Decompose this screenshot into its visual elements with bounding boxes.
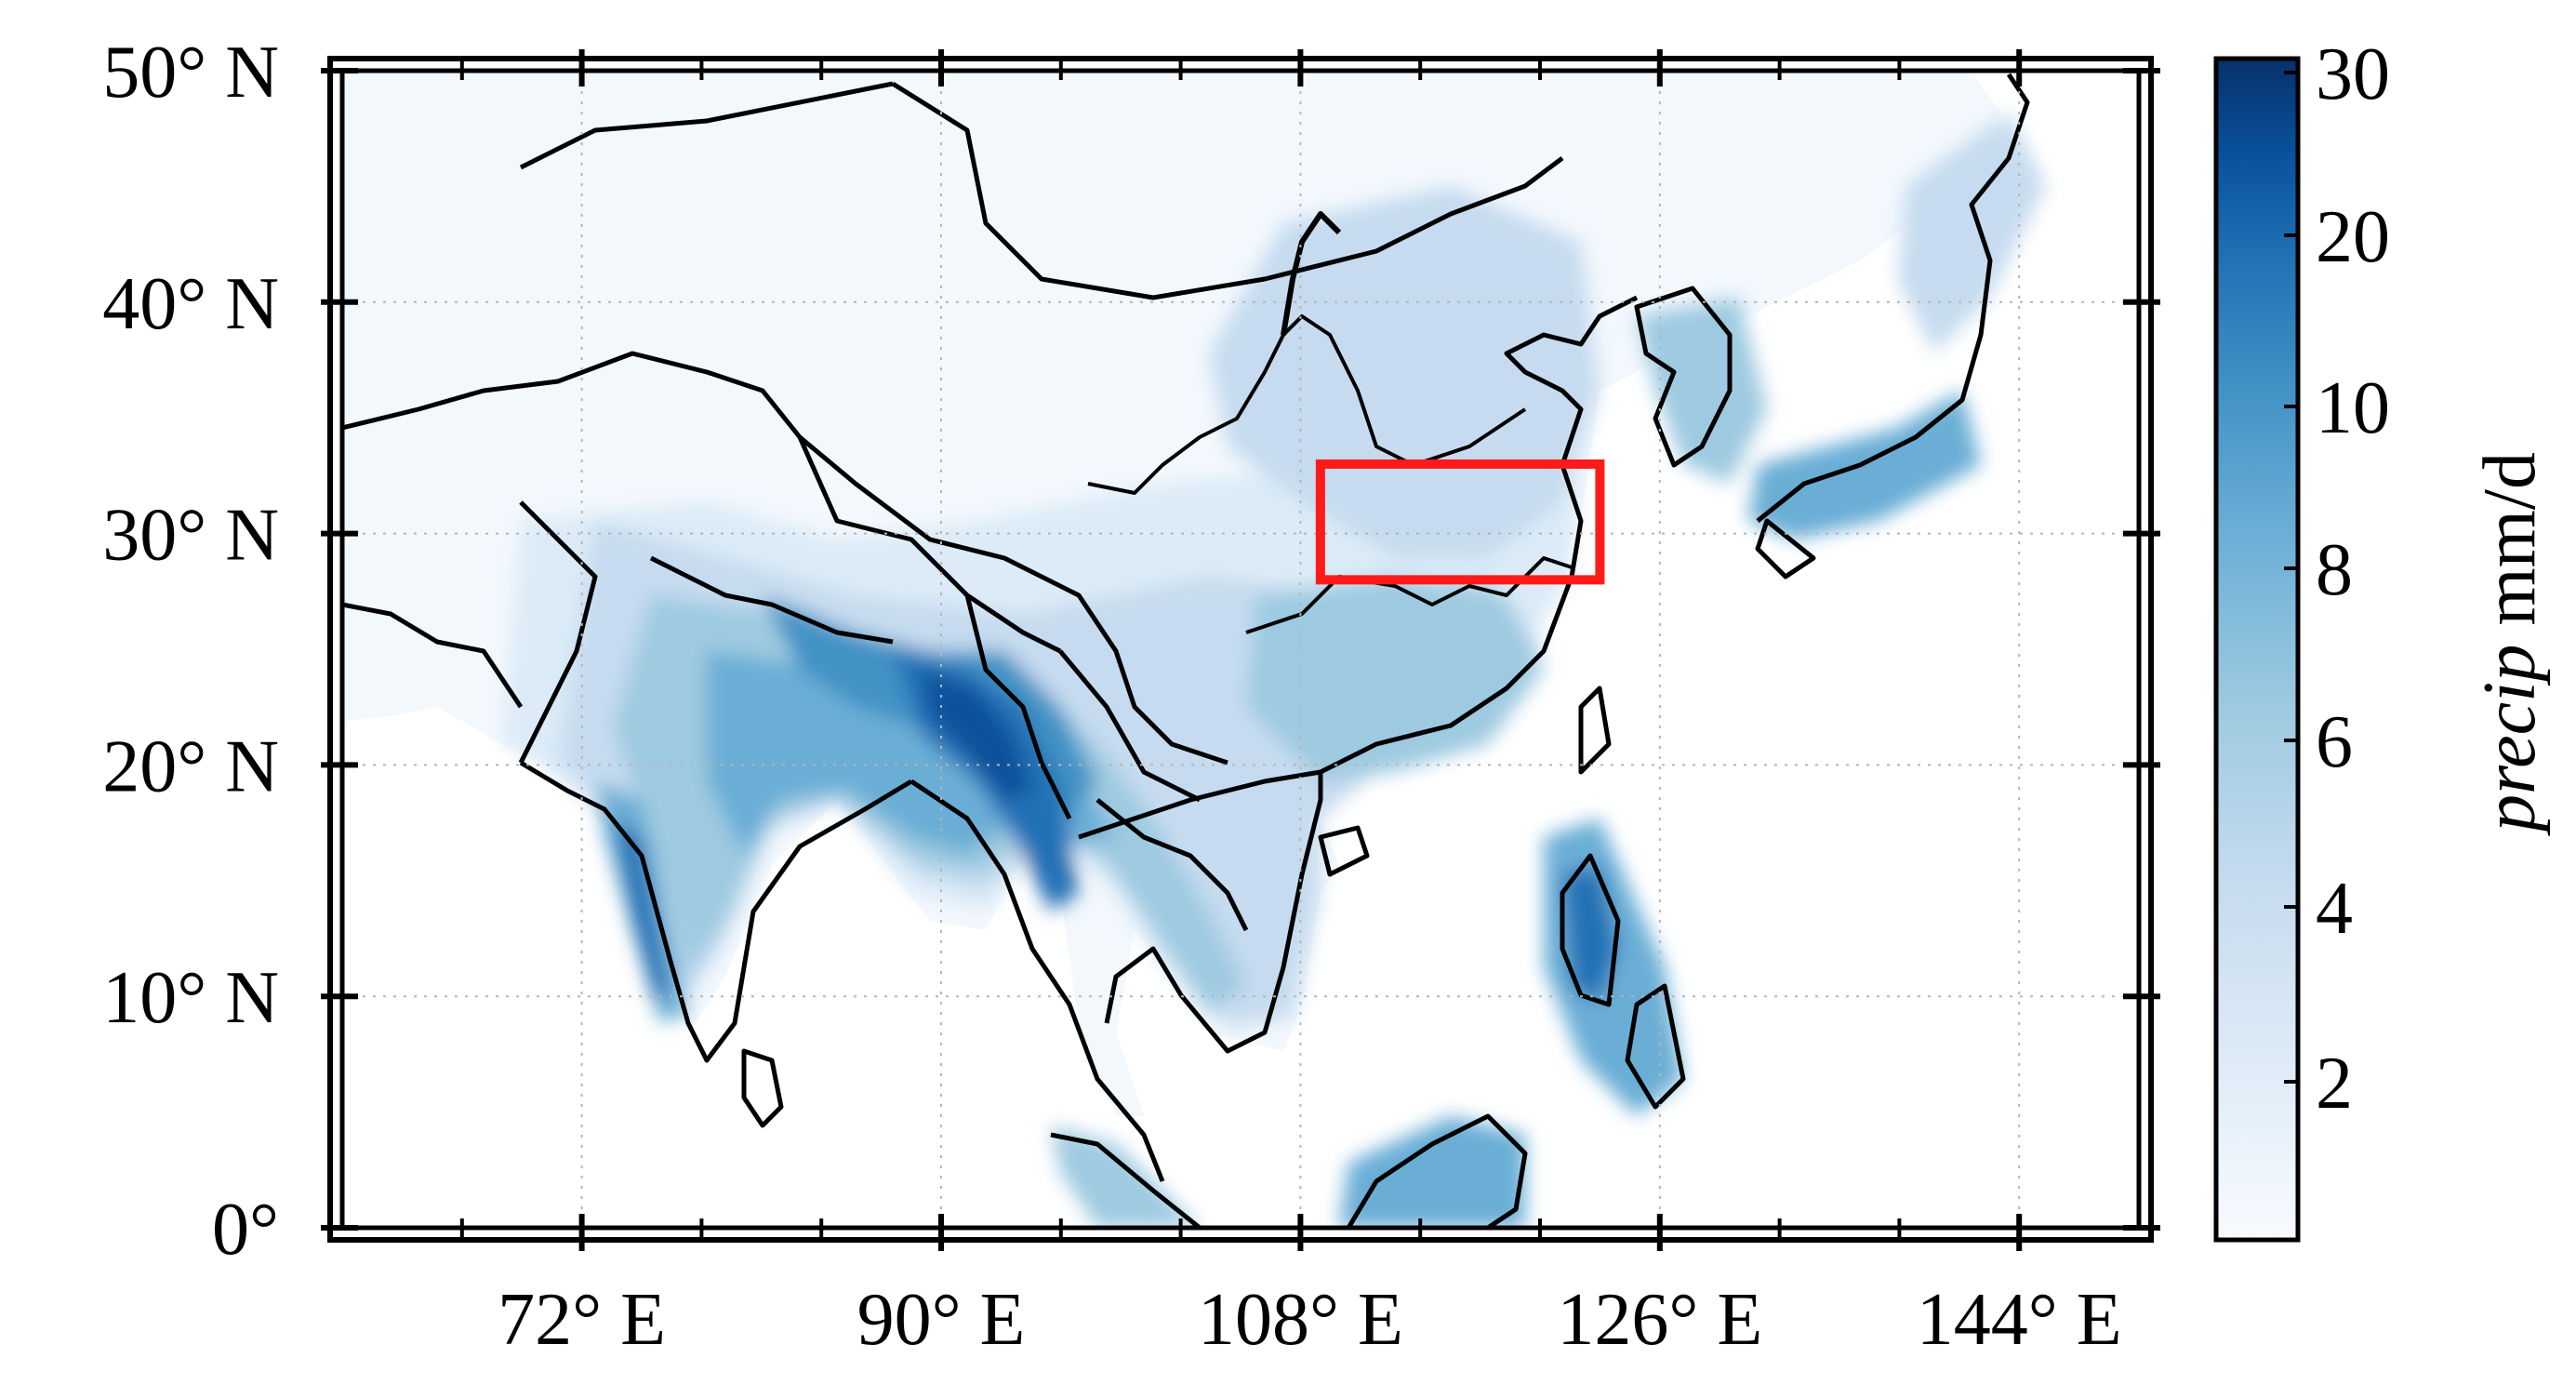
colorbar-title: precip mm/d bbox=[2469, 452, 2551, 836]
colorbar: 30 20 10 8 6 4 2 precip mm/d bbox=[2213, 33, 2551, 1243]
lat-tick-label: 20° N bbox=[102, 726, 279, 807]
lon-tick-label: 126° E bbox=[1557, 1279, 1762, 1361]
map-frame-outer bbox=[327, 56, 2154, 1243]
lon-tick-label: 108° E bbox=[1198, 1279, 1403, 1361]
precip-field bbox=[342, 71, 2046, 1228]
lon-tick-label: 90° E bbox=[857, 1279, 1026, 1361]
lat-tick-label: 40° N bbox=[102, 263, 279, 345]
lon-tick-label: 144° E bbox=[1917, 1279, 2122, 1361]
colorbar-tick-label: 30 bbox=[2316, 33, 2390, 115]
lat-tick-label: 30° N bbox=[102, 495, 279, 577]
lon-tick-label: 72° E bbox=[498, 1279, 666, 1361]
colorbar-title-italic: precip bbox=[2469, 645, 2551, 836]
axis-ticks: 50° N 40° N 30° N 20° N 10° N 0° 72° E 90° E 108… bbox=[102, 32, 2160, 1361]
map-panel: 50° N 40° N 30° N 20° N 10° N 0° 72° E 90° E 108… bbox=[102, 32, 2160, 1361]
colorbar-tick-label: 6 bbox=[2316, 701, 2353, 783]
lat-tick-label: 0° bbox=[212, 1189, 279, 1271]
colorbar-ticks: 30 20 10 8 6 4 2 bbox=[2284, 33, 2390, 1125]
gridlines bbox=[342, 71, 2139, 1228]
lat-tick-label: 10° N bbox=[102, 957, 279, 1039]
colorbar-gradient bbox=[2213, 56, 2301, 1243]
colorbar-title-unit: mm/d bbox=[2469, 452, 2551, 645]
colorbar-tick-label: 10 bbox=[2316, 367, 2390, 449]
map-frame-inner bbox=[339, 68, 2142, 1231]
colorbar-tick-label: 20 bbox=[2316, 196, 2390, 278]
colorbar-tick-label: 8 bbox=[2316, 529, 2353, 611]
lat-tick-label: 50° N bbox=[102, 32, 279, 113]
colorbar-tick-label: 2 bbox=[2316, 1043, 2353, 1125]
highlight-region-box bbox=[1315, 459, 1605, 585]
precip-shading bbox=[502, 112, 2046, 1228]
colorbar-tick-label: 4 bbox=[2316, 868, 2353, 950]
coastline-outlines bbox=[342, 73, 2030, 1228]
